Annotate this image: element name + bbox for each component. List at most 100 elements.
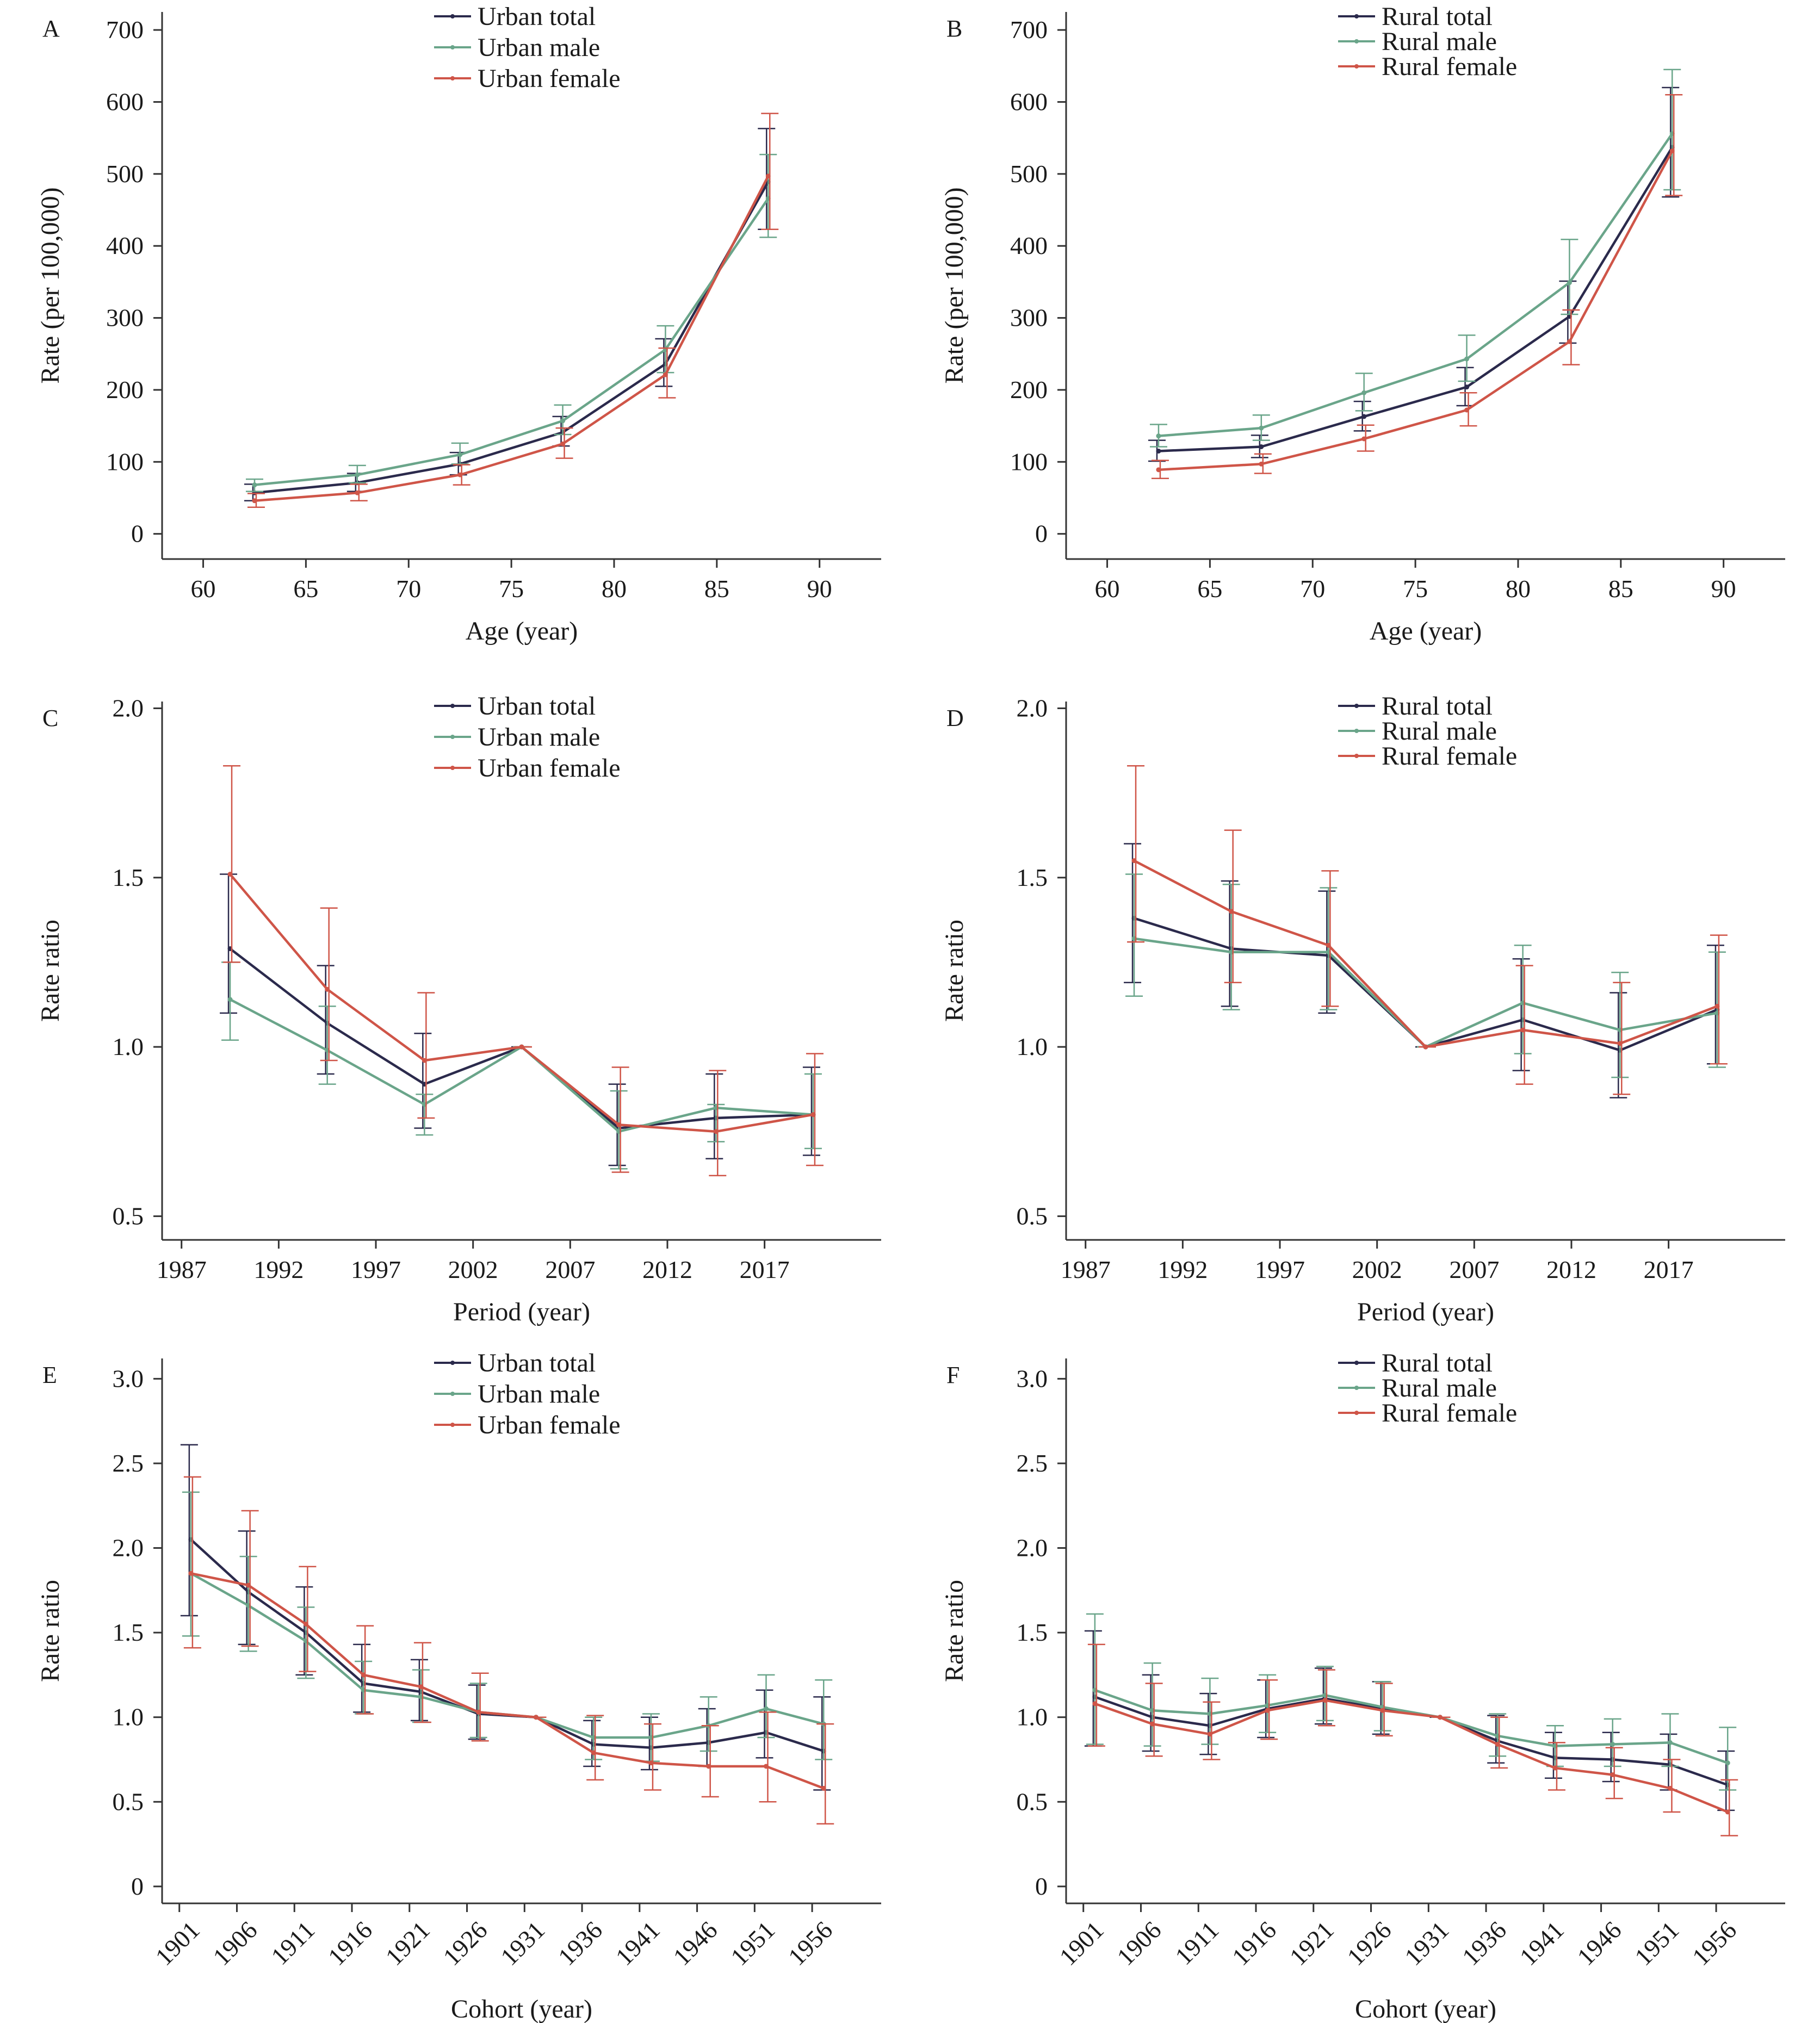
x-tick-label: 1997 bbox=[351, 1256, 401, 1283]
data-point bbox=[1437, 1715, 1443, 1720]
data-point bbox=[1380, 1708, 1385, 1713]
series-line bbox=[229, 873, 814, 1133]
y-axis-title: Rate ratio bbox=[940, 920, 969, 1022]
series-urban-male bbox=[245, 153, 777, 492]
x-axis-title: Age (year) bbox=[466, 617, 578, 646]
y-tick-label: 300 bbox=[1010, 304, 1048, 332]
data-point bbox=[361, 1672, 366, 1678]
x-tick-label: 1951 bbox=[1629, 1916, 1684, 1971]
x-tick-label: 1936 bbox=[553, 1916, 608, 1971]
y-axis-title: Rate (per 100,000) bbox=[36, 187, 65, 383]
x-tick-label: 1926 bbox=[1341, 1916, 1396, 1971]
panel-a: A 0 100 200 300 400 500 600 700 60 65 70 75 80 85 90 Age… bbox=[36, 2, 881, 646]
series-rural-female bbox=[1087, 1643, 1738, 1836]
data-point bbox=[1520, 1027, 1526, 1033]
series-rural-male bbox=[1149, 69, 1681, 448]
y-tick-label: 1.5 bbox=[113, 1618, 144, 1646]
legend-marker bbox=[1354, 14, 1359, 18]
panel-letter: D bbox=[946, 705, 964, 731]
x-tick-label: 65 bbox=[293, 575, 318, 603]
x-tick-label: 1911 bbox=[265, 1916, 320, 1970]
series-line bbox=[190, 1572, 824, 1739]
data-point bbox=[706, 1764, 711, 1769]
panel-b: B 0 100 200 300 400 500 600 700 60 65 70 75 80 85 90 Age… bbox=[940, 2, 1785, 646]
series-urban-total bbox=[180, 1444, 831, 1791]
x-tick-label: 80 bbox=[1506, 575, 1531, 603]
x-tick-label: 2017 bbox=[740, 1256, 790, 1283]
legend-label: Urban total bbox=[478, 2, 596, 31]
data-point bbox=[422, 1058, 427, 1063]
x-tick-label: 1911 bbox=[1169, 1916, 1224, 1970]
data-point bbox=[1259, 461, 1264, 467]
series-rural-male bbox=[1086, 1613, 1737, 1791]
y-tick-label: 700 bbox=[106, 16, 144, 44]
data-point bbox=[252, 498, 257, 504]
data-point bbox=[560, 441, 566, 446]
series-line bbox=[190, 1572, 825, 1790]
panel-f: F 0 0.5 1.0 1.5 2.0 2.5 3.0 1901 1906 1911 1916 1921… bbox=[940, 1349, 1785, 2023]
y-tick-label: 2.0 bbox=[113, 694, 144, 722]
y-tick-label: 100 bbox=[1010, 448, 1048, 475]
y-tick-label: 0.5 bbox=[113, 1202, 144, 1230]
legend-marker bbox=[1354, 1411, 1359, 1415]
data-point bbox=[763, 1706, 769, 1711]
data-point bbox=[1259, 425, 1264, 431]
data-point bbox=[418, 1684, 424, 1690]
data-point bbox=[1156, 448, 1161, 454]
data-point bbox=[1610, 1772, 1615, 1778]
y-tick-label: 400 bbox=[1010, 232, 1048, 259]
series-rural-female bbox=[1151, 94, 1683, 479]
y-tick-label: 200 bbox=[1010, 376, 1048, 404]
data-point bbox=[188, 1571, 194, 1576]
data-point bbox=[1229, 909, 1234, 914]
x-tick-label: 80 bbox=[602, 575, 627, 603]
data-point bbox=[519, 1044, 524, 1050]
y-tick-label: 700 bbox=[1010, 16, 1048, 44]
data-point bbox=[648, 1760, 654, 1766]
x-tick-label: 70 bbox=[396, 575, 421, 603]
y-axis-title: Rate ratio bbox=[940, 1580, 969, 1682]
legend-label: Rural male bbox=[1382, 717, 1497, 746]
data-point bbox=[1322, 1698, 1328, 1703]
series-urban-male bbox=[221, 961, 822, 1170]
y-tick-label: 2.0 bbox=[1017, 1534, 1048, 1562]
data-point bbox=[1552, 1765, 1558, 1771]
legend-label: Urban male bbox=[478, 1380, 600, 1408]
x-tick-label: 2007 bbox=[1449, 1256, 1499, 1283]
x-tick-label: 2017 bbox=[1644, 1256, 1694, 1283]
data-point bbox=[1131, 858, 1137, 864]
y-tick-label: 3.0 bbox=[113, 1364, 144, 1392]
data-point bbox=[1464, 356, 1470, 362]
legend-label: Rural female bbox=[1382, 1399, 1517, 1428]
legend-label: Urban female bbox=[478, 754, 621, 783]
x-tick-label: 1901 bbox=[150, 1916, 205, 1971]
series-rural-total bbox=[1124, 843, 1724, 1099]
data-point bbox=[1092, 1701, 1098, 1706]
data-point bbox=[1669, 148, 1675, 153]
data-point bbox=[1207, 1732, 1212, 1737]
data-point bbox=[1667, 1785, 1673, 1791]
legend-label: Rural male bbox=[1382, 27, 1497, 56]
x-tick-label: 2007 bbox=[545, 1256, 595, 1283]
series-urban-female bbox=[247, 113, 779, 508]
legend-label: Rural female bbox=[1382, 52, 1517, 81]
data-point bbox=[713, 1129, 719, 1134]
x-tick-label: 1926 bbox=[437, 1916, 492, 1971]
legend-label: Rural total bbox=[1382, 1349, 1493, 1377]
data-point bbox=[1725, 1809, 1730, 1815]
y-tick-label: 0 bbox=[131, 1872, 144, 1900]
data-point bbox=[325, 986, 330, 992]
panel-letter: A bbox=[42, 15, 60, 42]
legend-label: Urban total bbox=[478, 692, 596, 721]
panel-d: D 0.5 1.0 1.5 2.0 1987 1992 1997 2002 2007 2012 201… bbox=[940, 692, 1785, 1326]
legend-marker bbox=[450, 1392, 455, 1396]
y-tick-label: 2.0 bbox=[1017, 694, 1048, 722]
y-axis-title: Rate ratio bbox=[36, 920, 65, 1022]
y-tick-label: 300 bbox=[106, 304, 144, 332]
legend-marker bbox=[450, 14, 455, 18]
x-tick-label: 60 bbox=[1095, 575, 1120, 603]
data-point bbox=[1361, 414, 1367, 419]
series-line bbox=[1094, 1696, 1728, 1786]
